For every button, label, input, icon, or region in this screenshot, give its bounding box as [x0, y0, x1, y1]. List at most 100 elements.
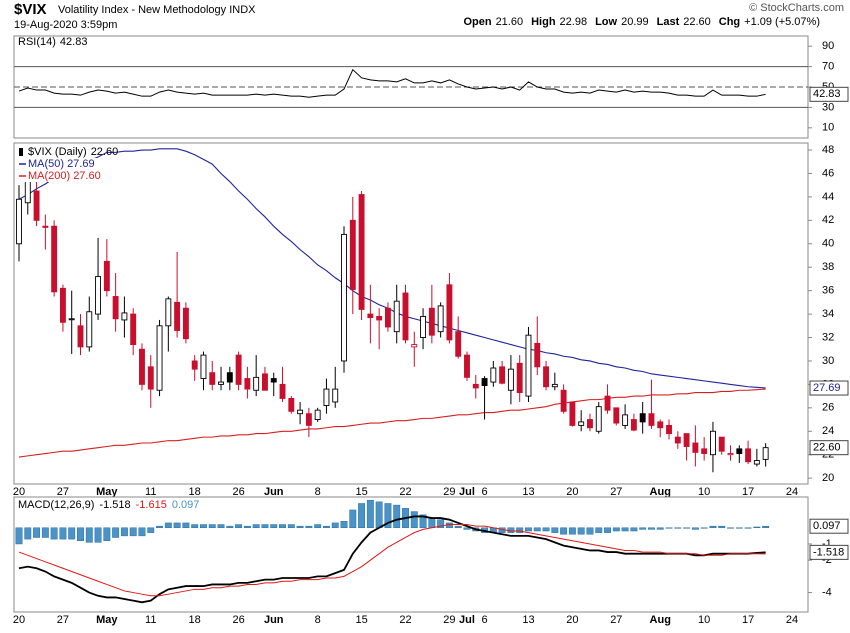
histogram-bar	[525, 527, 532, 532]
candle-body	[393, 300, 400, 333]
y-tick-label: 42	[822, 214, 834, 226]
histogram-bar	[410, 511, 418, 529]
histogram-bar	[173, 522, 181, 529]
histogram-bar	[700, 527, 708, 529]
candle-body	[437, 305, 444, 333]
candle-body	[218, 381, 224, 385]
histogram-bar	[252, 524, 260, 529]
histogram-bar	[94, 527, 102, 543]
x-tick-label: 27	[610, 614, 622, 626]
x-tick-label: 10	[698, 486, 710, 498]
histogram-bar	[577, 527, 585, 535]
candle-body	[630, 419, 637, 431]
histogram-bar	[314, 524, 322, 529]
candle-body	[174, 301, 181, 331]
histogram-bar	[358, 503, 366, 529]
candle-body	[244, 378, 251, 390]
histogram-bar	[59, 527, 67, 540]
y-tick-label: 30	[822, 355, 834, 367]
y-tick-label: 36	[822, 285, 834, 297]
candle-body	[139, 348, 145, 385]
x-tick-label: 8	[315, 486, 321, 498]
legend-value: 27.69	[67, 158, 95, 170]
histogram-bar	[393, 504, 401, 529]
candle-body	[472, 383, 479, 389]
x-tick-label: 20	[13, 486, 25, 498]
x-tick-label: Jul	[459, 486, 475, 498]
quote-label: High	[531, 16, 556, 28]
quote-value: 22.60	[683, 16, 711, 28]
y-tick-label: 40	[822, 238, 834, 250]
candle-body	[288, 398, 295, 412]
candle-body	[543, 366, 549, 388]
y-tick-label: 34	[822, 308, 834, 320]
histogram-bar	[366, 499, 374, 529]
histogram-bar	[665, 527, 673, 529]
histogram-bar	[296, 525, 304, 529]
legend: MACD(12,26,9) -1.518 -1.615 0.097	[18, 499, 199, 511]
y-tick-label: 24	[822, 425, 834, 437]
value-tag: 42.83	[813, 88, 841, 100]
histogram-bar	[217, 524, 225, 529]
legend-title: RSI(14)	[18, 36, 56, 48]
candle-body	[384, 307, 391, 328]
histogram-bar	[419, 514, 427, 529]
histogram-bar	[340, 521, 348, 529]
histogram-bar	[516, 527, 524, 533]
legend-bg	[18, 158, 98, 170]
quote-label: Open	[463, 16, 492, 28]
candle-body	[68, 318, 75, 321]
x-tick-label: 13	[522, 614, 534, 626]
y-tick-label: 90	[822, 40, 834, 52]
candle-body	[77, 325, 84, 348]
candle-body	[279, 383, 286, 399]
candle-body	[622, 414, 629, 426]
histogram-bar	[595, 527, 603, 533]
candle-body	[253, 376, 260, 391]
histogram-bar	[674, 527, 682, 529]
quote-line: Open 21.60 High 22.98 Low 20.99 Last 22.60 Chg +1…	[459, 16, 820, 28]
candle-body	[112, 296, 119, 320]
candle-body	[121, 312, 128, 321]
x-tick-label: 26	[232, 614, 244, 626]
histogram-bar	[182, 522, 190, 529]
histogram-bar	[322, 525, 330, 529]
candle-body	[297, 409, 304, 415]
quote-label: Last	[656, 16, 680, 28]
x-tick-label: 18	[189, 614, 201, 626]
histogram-bar	[85, 527, 93, 543]
y-tick-label: 26	[822, 402, 834, 414]
candle-body	[341, 233, 347, 362]
histogram-bar	[604, 527, 611, 533]
series-line	[18, 388, 766, 458]
candle-body	[86, 311, 93, 348]
histogram-bar	[630, 527, 638, 532]
histogram-bar	[691, 527, 699, 530]
candle-body	[165, 298, 172, 327]
legend: MA(200) 27.60	[28, 170, 101, 182]
histogram-bar	[77, 527, 84, 541]
candle-body	[481, 378, 488, 387]
legend-value: 0.097	[172, 499, 200, 511]
histogram-bar	[375, 501, 383, 529]
candle-body	[455, 331, 462, 357]
x-tick-label: Jun	[264, 486, 284, 498]
y-tick-label: 32	[822, 331, 834, 343]
histogram-bar	[709, 525, 717, 529]
x-tick-label: 27	[57, 614, 69, 626]
histogram-bar	[718, 525, 726, 529]
x-tick-label: 11	[145, 614, 156, 626]
x-tick-label: Jul	[459, 614, 475, 626]
y-tick-label: 20	[822, 472, 834, 484]
x-tick-label: 20	[566, 614, 578, 626]
candle-body	[332, 388, 339, 403]
value-tag: 0.097	[813, 520, 841, 532]
x-tick-label: 22	[399, 614, 411, 626]
x-tick-label: 20	[13, 614, 25, 626]
legend-icon	[19, 148, 23, 156]
candle-body	[525, 334, 532, 397]
x-tick-label: Jun	[264, 614, 284, 626]
x-tick-label: 29	[443, 486, 455, 498]
candle-body	[24, 180, 31, 204]
